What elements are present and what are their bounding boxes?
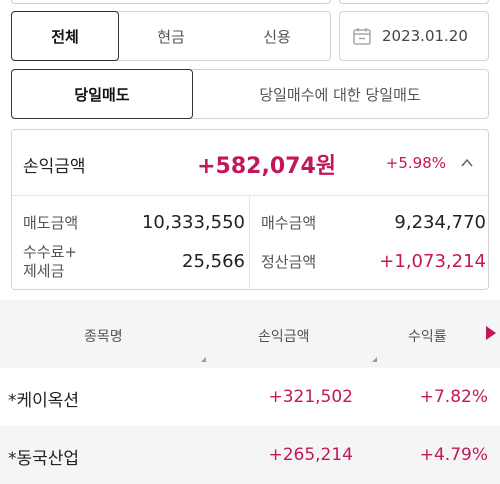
sell-amount-label: 매도금액 <box>23 214 79 232</box>
column-stock-name[interactable]: 종목명 <box>84 329 123 345</box>
chevron-up-icon[interactable] <box>460 156 474 170</box>
scroll-right-arrow-icon[interactable] <box>486 326 496 340</box>
stock-rate: +7.82% <box>419 387 488 407</box>
table-header: 종목명 손익금액 수익률 <box>0 300 500 368</box>
fee-tax-value: 25,566 <box>182 251 245 272</box>
sell-detail-column: 매도금액 10,333,550 수수료+ 제세금 25,566 <box>12 196 250 291</box>
profit-summary-header: 손익금액 +582,074원 +5.98% <box>12 130 488 196</box>
calendar-icon <box>353 28 371 45</box>
sort-indicator-icon <box>201 357 206 362</box>
fee-tax-label-line2: 제세금 <box>23 262 65 280</box>
previous-control-edge-right <box>339 0 489 4</box>
stock-name: *동국산업 <box>8 449 80 469</box>
table-row[interactable]: *케이옥션 +321,502 +7.82% <box>0 368 500 426</box>
stock-profit: +321,502 <box>268 387 353 407</box>
tab-same-day-sell[interactable]: 당일매도 <box>11 69 193 119</box>
buy-amount-value: 9,234,770 <box>394 212 486 233</box>
fee-tax-label-line1: 수수료+ <box>23 243 77 261</box>
tab-credit[interactable]: 신용 <box>263 27 291 46</box>
date-value: 2023.01.20 <box>382 27 468 45</box>
sort-indicator-icon <box>372 357 377 362</box>
buy-amount-label: 매수금액 <box>261 214 317 232</box>
profit-label: 손익금액 <box>23 157 86 177</box>
buy-detail-column: 매수금액 9,234,770 정산금액 +1,073,214 <box>250 196 490 291</box>
column-profit[interactable]: 손익금액 <box>258 329 310 345</box>
tab-cash[interactable]: 현금 <box>157 27 185 46</box>
profit-value: +582,074원 <box>197 154 336 179</box>
sell-amount-value: 10,333,550 <box>141 212 245 233</box>
previous-content-edge <box>0 0 500 6</box>
category-segmented-control: 전체 현금 신용 <box>11 11 331 61</box>
stock-rate: +4.79% <box>419 445 488 465</box>
table-row[interactable]: *동국산업 +265,214 +4.79% <box>0 426 500 484</box>
profit-summary-card: 손익금액 +582,074원 +5.98% 매도금액 10,333,550 수수… <box>11 129 490 291</box>
date-picker[interactable]: 2023.01.20 <box>339 11 489 61</box>
settlement-value: +1,073,214 <box>379 251 486 272</box>
column-rate[interactable]: 수익률 <box>408 329 447 345</box>
previous-control-edge <box>11 0 331 4</box>
profit-percent: +5.98% <box>385 154 446 172</box>
sell-type-tabs: 당일매도 당일매수에 대한 당일매도 <box>11 69 489 119</box>
settlement-label: 정산금액 <box>261 253 317 271</box>
tab-all[interactable]: 전체 <box>11 11 119 61</box>
tab-same-day-sell-of-buy[interactable]: 당일매수에 대한 당일매도 <box>259 85 421 104</box>
stock-profit: +265,214 <box>268 445 353 465</box>
stock-name: *케이옥션 <box>8 391 80 411</box>
